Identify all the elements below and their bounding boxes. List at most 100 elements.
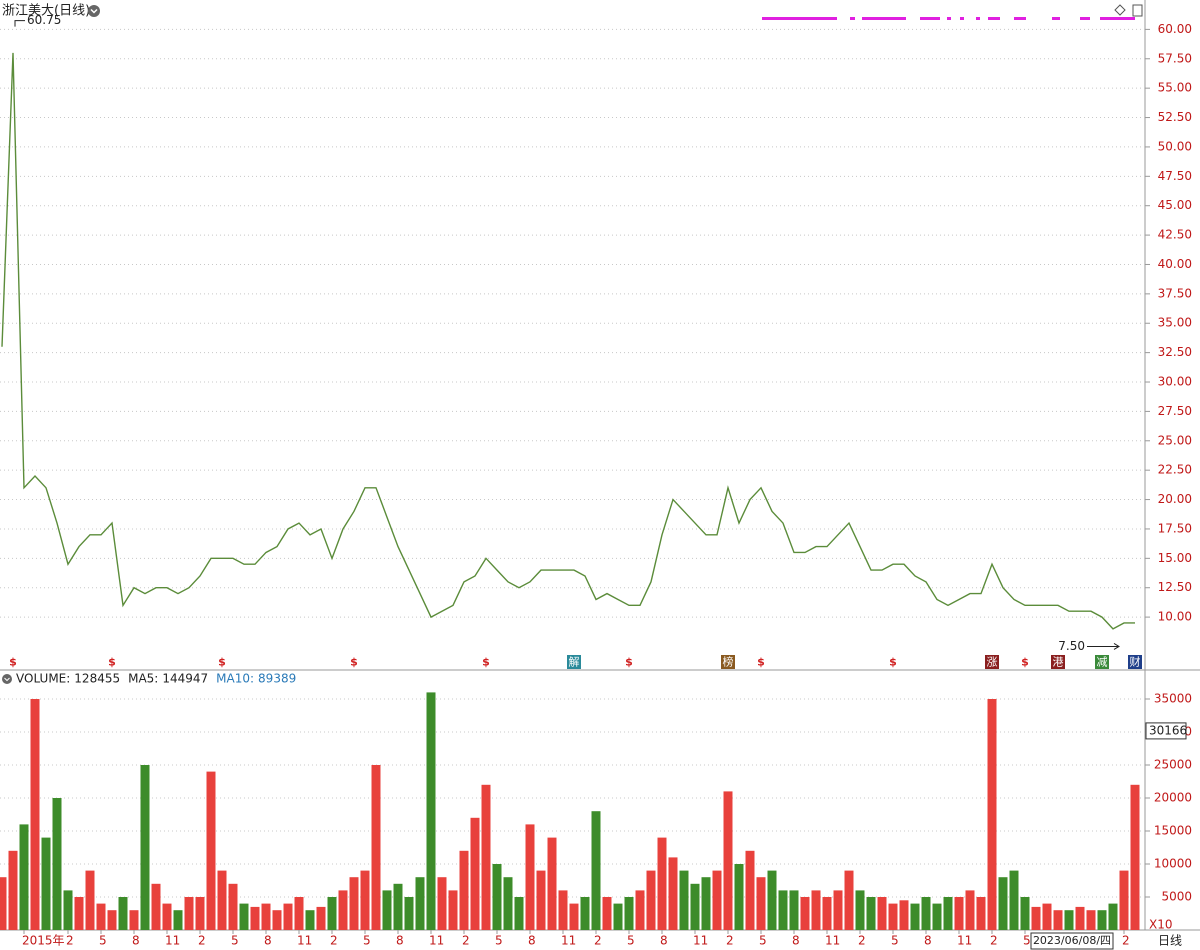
volume-bar [272,910,282,930]
volume-bar [1031,906,1041,930]
volume-bar [316,906,326,930]
x-tick-label: 2 [198,934,206,948]
event-box [985,655,999,669]
unit-label: X10 [1149,918,1173,932]
volume-bar [998,877,1008,930]
cursor-date-box [1030,932,1114,950]
volume-bar [745,850,755,930]
panel-icon[interactable] [2,674,12,684]
volume-bar [184,897,194,930]
volume-bar [481,784,491,930]
volume-bar [844,870,854,930]
x-tick-label: 2 [594,934,602,948]
x-tick-label: 11 [561,934,576,948]
y-tick-label: 37.50 [1158,286,1192,300]
volume-bar [470,817,480,930]
y-tick-label: 22.50 [1158,463,1192,477]
volume-bar [965,890,975,930]
volume-bar [1130,784,1140,930]
volume-bar [415,877,425,930]
volume-bar [525,824,535,930]
volume-bar [866,897,876,930]
x-tick-label: 5 [627,934,635,948]
diamond-icon[interactable] [1114,4,1126,16]
volume-bar [173,910,183,930]
volume-bar [723,791,733,930]
y-tick-label: 60.00 [1158,22,1192,36]
volume-bar [63,890,73,930]
volume-bar [624,897,634,930]
window-icon[interactable] [1132,4,1143,17]
y-tick-label: 52.50 [1158,110,1192,124]
volume-bar [767,870,777,930]
volume-bar [1097,910,1107,930]
event-box [721,655,735,669]
event-label: 涨 [987,656,998,669]
volume-bar [327,897,337,930]
volume-bar [261,903,271,930]
x-tick-label: 5 [231,934,239,948]
indicator-dash [1080,17,1090,20]
event-label: 减 [1097,656,1108,669]
volume-bar [459,850,469,930]
volume-bar [239,903,249,930]
volume-bar [558,890,568,930]
volume-bar [107,910,117,930]
volume-bar [833,890,843,930]
event-box [1128,655,1142,669]
volume-bar [690,883,700,930]
volume-bar [712,870,722,930]
x-tick-label: 11 [429,934,444,948]
volume-bar [162,903,172,930]
x-tick-label: 8 [396,934,404,948]
dropdown-icon[interactable] [88,5,100,17]
volume-bar [1119,870,1129,930]
event-box [567,655,581,669]
volume-bar [129,910,139,930]
annotation-arrow [1087,643,1120,650]
volume-bar [976,897,986,930]
panel-icon-arrow [4,677,10,682]
volume-bar [580,897,590,930]
indicator-dash [762,17,837,20]
volume-bar [657,837,667,930]
x-tick-label: 8 [792,934,800,948]
volume-bar [899,900,909,930]
event-label: $ [889,656,897,669]
x-tick-label: 2 [726,934,734,948]
x-tick-label: 5 [495,934,503,948]
x-tick-label: 2 [990,934,998,948]
x-tick-label: 11 [165,934,180,948]
volume-bar [96,903,106,930]
volume-bar [1009,870,1019,930]
volume-bar [778,890,788,930]
volume-bar [943,897,953,930]
legend-name: MA10: [216,672,254,686]
volume-bar [118,897,128,930]
y-tick-label: 20.00 [1158,492,1192,506]
y-tick-label: 25.00 [1158,433,1192,447]
annotation-label: 60.75 [27,13,61,27]
volume-bar [294,897,304,930]
volume-bar [140,765,150,930]
volume-bar [217,870,227,930]
y-tick-label: 15000 [1154,824,1192,838]
y-tick-label: 45.00 [1158,198,1192,212]
volume-bar [448,890,458,930]
volume-bar [910,903,920,930]
volume-bar [602,897,612,930]
x-tick-label: 11 [297,934,312,948]
y-tick-label: 57.50 [1158,51,1192,65]
volume-bar [382,890,392,930]
indicator-dash [862,17,906,20]
volume-bar [8,850,18,930]
volume-bar [822,897,832,930]
x-tick-label: 5 [891,934,899,948]
volume-bar [437,877,447,930]
event-label: 港 [1053,656,1064,669]
volume-bar [426,692,436,930]
event-label: $ [350,656,358,669]
volume-bar [668,857,678,930]
y-tick-label: 40.00 [1158,257,1192,271]
